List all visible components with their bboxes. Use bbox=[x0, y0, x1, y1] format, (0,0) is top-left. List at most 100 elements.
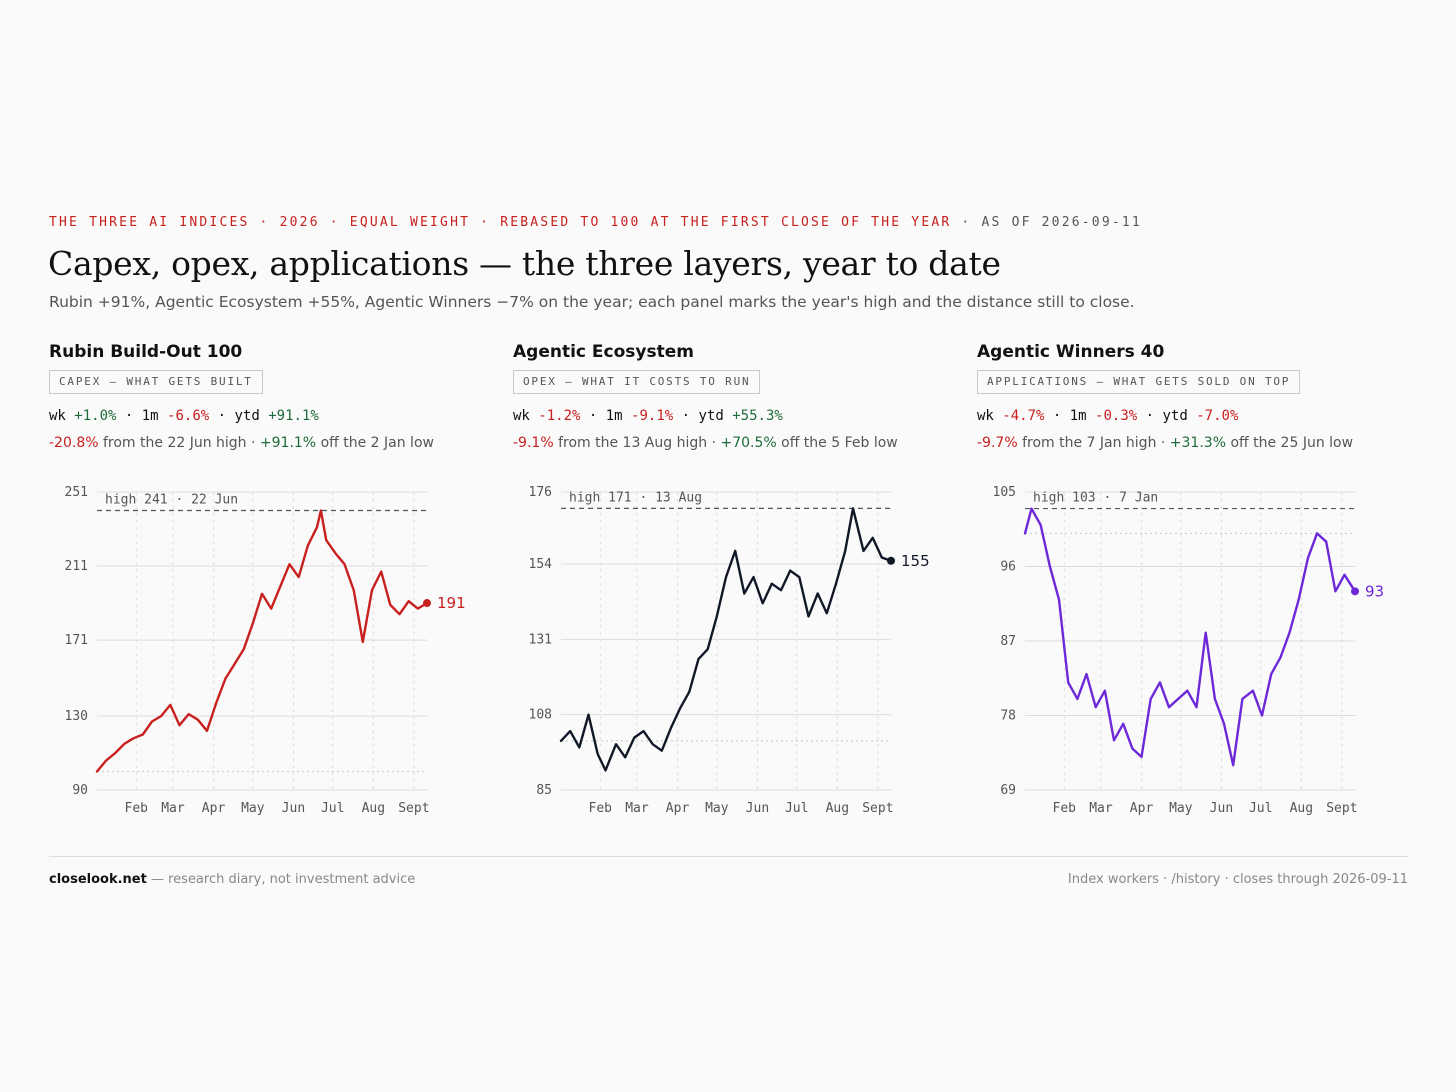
x-tick-label: May bbox=[241, 801, 265, 816]
y-tick-label: 85 bbox=[536, 783, 552, 798]
high-label: high 103 · 7 Jan bbox=[1033, 491, 1158, 506]
y-tick-label: 69 bbox=[1000, 783, 1016, 798]
from-high-text: from the 13 Aug high · bbox=[553, 435, 721, 451]
kicker-separator: · bbox=[951, 215, 982, 230]
ytd-label: ytd bbox=[698, 408, 724, 424]
panel-tag: APPLICATIONS — WHAT GETS SOLD ON TOP bbox=[977, 370, 1301, 394]
y-tick-label: 131 bbox=[529, 632, 552, 647]
1m-change: -0.3% bbox=[1095, 408, 1138, 424]
stats-sep: · bbox=[673, 408, 699, 424]
site-link[interactable]: closelook.net bbox=[49, 872, 147, 887]
x-tick-label: Feb bbox=[589, 801, 613, 816]
y-tick-label: 90 bbox=[72, 783, 88, 798]
ytd-label: ytd bbox=[234, 408, 260, 424]
panel-distance: -9.7% from the 7 Jan high · +31.3% off t… bbox=[977, 435, 1353, 451]
panel-distance: -20.8% from the 22 Jun high · +91.1% off… bbox=[49, 435, 434, 451]
page-title: Capex, opex, applications — the three la… bbox=[48, 244, 1001, 283]
series-line bbox=[95, 509, 429, 773]
stats-sep: · bbox=[1137, 408, 1163, 424]
x-tick-label: Mar bbox=[625, 801, 649, 816]
x-tick-label: Jun bbox=[282, 801, 305, 816]
footer-tagline: — research diary, not investment advice bbox=[146, 872, 416, 887]
last-value-label: 93 bbox=[1365, 582, 1384, 600]
y-tick-label: 108 bbox=[529, 708, 552, 723]
x-tick-label: Apr bbox=[1130, 801, 1154, 816]
x-tick-label: Apr bbox=[666, 801, 690, 816]
ytd-change: +91.1% bbox=[268, 408, 319, 424]
x-tick-label: Jun bbox=[746, 801, 769, 816]
y-tick-label: 154 bbox=[529, 557, 553, 572]
y-tick-label: 87 bbox=[1000, 634, 1016, 649]
panel-agentic-winners: Agentic Winners 40 APPLICATIONS — WHAT G… bbox=[977, 340, 1417, 820]
stats-sep: · bbox=[580, 408, 606, 424]
panel-tag: OPEX — WHAT IT COSTS TO RUN bbox=[513, 370, 761, 394]
x-tick-label: Feb bbox=[125, 801, 149, 816]
off-low-pct: +70.5% bbox=[720, 435, 777, 451]
series-line bbox=[559, 507, 893, 772]
wk-label: wk bbox=[49, 408, 66, 424]
1m-change: -9.1% bbox=[631, 408, 674, 424]
kicker-main: THE THREE AI INDICES · 2026 · EQUAL WEIG… bbox=[49, 215, 952, 230]
x-tick-label: Apr bbox=[202, 801, 226, 816]
panel-agentic-ecosystem: Agentic Ecosystem OPEX — WHAT IT COSTS T… bbox=[513, 340, 953, 820]
panel-title: Rubin Build-Out 100 bbox=[49, 342, 243, 362]
panel-stats: wk +1.0% · 1m -6.6% · ytd +91.1% bbox=[49, 408, 319, 424]
y-tick-label: 176 bbox=[529, 485, 552, 500]
1m-label: 1m bbox=[1069, 408, 1087, 424]
y-tick-label: 251 bbox=[65, 485, 88, 500]
from-high-pct: -9.1% bbox=[513, 435, 554, 451]
x-tick-label: Jul bbox=[785, 801, 808, 816]
stats-sep: · bbox=[116, 408, 142, 424]
last-point bbox=[423, 599, 431, 608]
wk-label: wk bbox=[513, 408, 530, 424]
high-label: high 241 · 22 Jun bbox=[105, 493, 238, 508]
from-high-text: from the 7 Jan high · bbox=[1017, 435, 1170, 451]
page-subtitle: Rubin +91%, Agentic Ecosystem +55%, Agen… bbox=[49, 293, 1135, 311]
x-tick-label: Mar bbox=[161, 801, 185, 816]
y-tick-label: 171 bbox=[65, 633, 88, 648]
wk-change: -4.7% bbox=[1002, 408, 1045, 424]
off-low-pct: +91.1% bbox=[259, 435, 317, 451]
from-high-pct: -9.7% bbox=[977, 435, 1018, 451]
from-high-pct: -20.8% bbox=[49, 435, 99, 451]
last-point bbox=[1351, 587, 1359, 596]
ytd-change: +55.3% bbox=[732, 408, 783, 424]
x-tick-label: Jul bbox=[1249, 801, 1272, 816]
off-low-text: off the 2 Jan low bbox=[316, 435, 434, 451]
last-value-label: 191 bbox=[437, 594, 466, 612]
x-tick-label: Feb bbox=[1053, 801, 1077, 816]
1m-label: 1m bbox=[605, 408, 623, 424]
y-tick-label: 78 bbox=[1000, 709, 1016, 724]
from-high-text: from the 22 Jun high · bbox=[98, 435, 260, 451]
panel-stats: wk -1.2% · 1m -9.1% · ytd +55.3% bbox=[513, 408, 783, 424]
1m-label: 1m bbox=[141, 408, 159, 424]
x-tick-label: May bbox=[705, 801, 729, 816]
wk-change: -1.2% bbox=[538, 408, 581, 424]
x-tick-label: Aug bbox=[362, 801, 385, 816]
stats-sep: · bbox=[209, 408, 235, 424]
y-tick-label: 130 bbox=[65, 709, 88, 724]
x-tick-label: Sept bbox=[862, 801, 893, 816]
y-tick-label: 211 bbox=[65, 559, 88, 574]
footer-credit: closelook.net — research diary, not inve… bbox=[49, 872, 415, 887]
y-tick-label: 105 bbox=[993, 485, 1016, 500]
ytd-change: -7.0% bbox=[1196, 408, 1239, 424]
panel-title: Agentic Ecosystem bbox=[513, 342, 694, 362]
footer-meta: Index workers · /history · closes throug… bbox=[1067, 872, 1408, 887]
x-tick-label: Sept bbox=[1326, 801, 1357, 816]
last-point bbox=[887, 556, 895, 565]
off-low-text: off the 5 Feb low bbox=[776, 435, 898, 451]
wk-label: wk bbox=[977, 408, 994, 424]
x-tick-label: Mar bbox=[1089, 801, 1113, 816]
series-line bbox=[1023, 507, 1357, 767]
high-label: high 171 · 13 Aug bbox=[569, 490, 702, 505]
panel-rubin: Rubin Build-Out 100 CAPEX — WHAT GETS BU… bbox=[49, 340, 489, 820]
panel-tag: CAPEX — WHAT GETS BUILT bbox=[49, 370, 263, 394]
off-low-pct: +31.3% bbox=[1169, 435, 1227, 451]
kicker-as-of: AS OF 2026-09-11 bbox=[981, 215, 1142, 230]
stats-sep: · bbox=[1044, 408, 1070, 424]
y-tick-label: 96 bbox=[1000, 560, 1016, 575]
x-tick-label: Aug bbox=[1290, 801, 1313, 816]
wk-change: +1.0% bbox=[74, 408, 117, 424]
x-tick-label: Sept bbox=[398, 801, 429, 816]
